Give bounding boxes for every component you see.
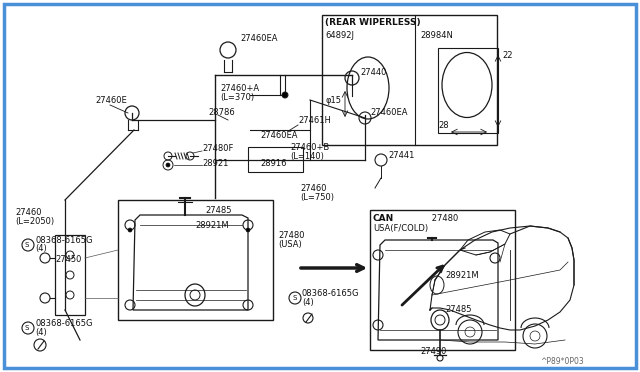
Text: CAN: CAN [373,214,394,222]
Text: 28921: 28921 [202,158,228,167]
Text: 08368-6165G: 08368-6165G [35,235,93,244]
Circle shape [246,228,250,232]
Text: S: S [25,242,29,248]
Text: 28921M: 28921M [445,270,479,279]
Text: 27460E: 27460E [95,96,127,105]
Bar [370,210,515,350]
Text: 27441: 27441 [388,151,414,160]
Text: 27480F: 27480F [202,144,234,153]
Text: 27480: 27480 [278,231,305,240]
Text: 27460+A: 27460+A [220,83,259,93]
Text: 27460: 27460 [15,208,42,217]
Text: 27460EA: 27460EA [260,131,298,140]
Text: 22: 22 [502,51,513,60]
Text: 28916: 28916 [260,158,287,167]
Bar [118,200,273,320]
Text: (4): (4) [302,298,314,307]
Text: 27485: 27485 [445,305,472,314]
Text: 28921M: 28921M [195,221,228,230]
Bar [248,147,303,172]
Text: 27460+B: 27460+B [290,142,329,151]
Text: 27460EA: 27460EA [240,33,278,42]
Text: 27450: 27450 [55,256,81,264]
Text: S: S [293,295,297,301]
Text: S: S [25,325,29,331]
Text: (4): (4) [35,327,47,337]
Text: 28786: 28786 [208,108,235,116]
Text: 27460EA: 27460EA [370,108,408,116]
Text: ^P89*0P03: ^P89*0P03 [540,357,584,366]
Text: (REAR WIPERLESS): (REAR WIPERLESS) [325,17,420,26]
Text: 28984N: 28984N [420,31,453,39]
Text: 27480: 27480 [395,214,458,222]
Text: (L=750): (L=750) [300,192,334,202]
Text: (USA): (USA) [278,240,301,248]
Text: 64892J: 64892J [325,31,354,39]
Text: 27460: 27460 [300,183,326,192]
Bar [55,235,85,315]
Circle shape [128,228,132,232]
Text: 28: 28 [438,121,449,129]
Text: 27485: 27485 [205,205,232,215]
Text: 27440: 27440 [360,67,387,77]
Bar [322,15,497,145]
Text: (4): (4) [35,244,47,253]
Text: USA(F/COLD): USA(F/COLD) [373,224,428,232]
Text: 27461H: 27461H [298,115,331,125]
Text: (L=2050): (L=2050) [15,217,54,225]
Bar [438,48,498,133]
Circle shape [282,92,288,98]
Circle shape [166,163,170,167]
Text: 08368-6165G: 08368-6165G [35,318,93,327]
Text: 27490: 27490 [420,347,446,356]
Text: (L=140): (L=140) [290,151,324,160]
Text: φ15: φ15 [326,96,342,105]
Text: (L=370): (L=370) [220,93,254,102]
Text: 08368-6165G: 08368-6165G [302,289,360,298]
